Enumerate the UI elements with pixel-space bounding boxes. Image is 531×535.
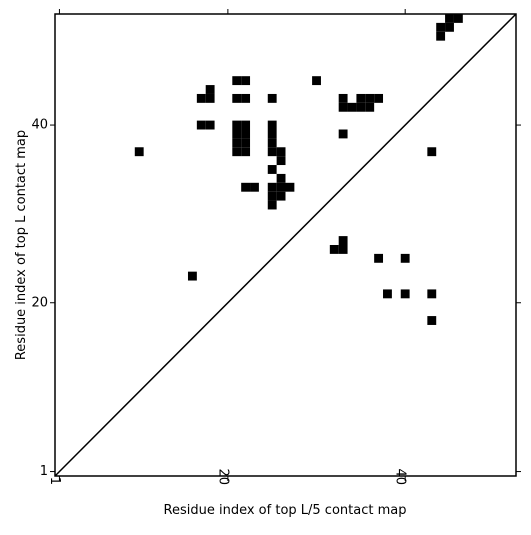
contact-cell <box>267 93 277 103</box>
contact-cell <box>267 165 277 174</box>
contact-cell <box>241 147 251 157</box>
contact-cell <box>267 129 277 139</box>
contact-cell <box>196 93 206 103</box>
contact-cell <box>267 191 277 201</box>
contact-cell <box>365 93 375 103</box>
contact-cell <box>267 182 277 192</box>
contact-cell <box>453 14 463 23</box>
contact-cell <box>427 316 437 325</box>
contact-cell <box>205 85 215 94</box>
contact-cell <box>383 289 392 299</box>
contact-cell <box>241 76 251 86</box>
contact-cell <box>134 147 144 157</box>
plot-frame <box>54 13 517 477</box>
contact-cell <box>232 93 242 103</box>
contact-cell <box>232 129 242 139</box>
contact-cell <box>241 129 251 139</box>
contact-cell <box>267 200 277 210</box>
contact-cell <box>338 236 348 245</box>
x-axis-label: Residue index of top L/5 contact map <box>164 503 407 518</box>
contact-cell <box>241 138 251 148</box>
contact-cell <box>365 102 375 112</box>
contact-cell <box>285 182 295 192</box>
x-tick-label: 1 <box>47 477 62 485</box>
contact-cell <box>276 182 286 192</box>
contact-cell <box>427 147 437 157</box>
contact-cell <box>338 245 348 254</box>
contact-cell <box>374 253 384 263</box>
contact-cell <box>276 156 286 166</box>
contact-cell <box>445 22 454 32</box>
contact-cell <box>205 93 215 103</box>
contact-cell <box>232 147 242 157</box>
y-tick-label: 40 <box>31 118 48 133</box>
contact-cell <box>267 120 277 130</box>
contact-cell <box>276 147 286 157</box>
contact-cell <box>241 93 251 103</box>
contact-cell <box>436 31 446 41</box>
contact-cell <box>276 191 286 201</box>
contact-cell <box>374 93 384 103</box>
contact-cell <box>250 182 259 192</box>
contact-cell <box>232 138 242 148</box>
x-tick-label: 20 <box>215 468 230 485</box>
contact-cell <box>338 129 348 139</box>
y-tick-label: 1 <box>40 464 48 479</box>
x-tick-label: 40 <box>393 468 408 485</box>
contact-cell <box>356 93 366 103</box>
contact-cell <box>196 120 206 130</box>
contact-cell <box>338 93 348 103</box>
contact-cell <box>241 182 251 192</box>
contact-cell <box>267 147 277 157</box>
contact-cell <box>232 120 242 130</box>
contact-cell <box>400 289 410 299</box>
contact-cell <box>312 76 321 86</box>
y-axis-label: Residue index of top L contact map <box>14 130 29 360</box>
contact-cell <box>241 120 251 130</box>
y-tick-label: 20 <box>31 295 48 310</box>
contact-cell <box>427 289 437 299</box>
contact-cell <box>232 76 242 86</box>
contact-cell <box>356 102 366 112</box>
contact-cell <box>338 102 348 112</box>
contact-cell <box>205 120 215 130</box>
contact-cell <box>276 173 286 183</box>
contact-cell <box>187 271 197 281</box>
contact-cell <box>267 138 277 148</box>
contact-cell <box>347 102 357 112</box>
contact-cell <box>329 245 339 254</box>
diagonal-line <box>54 13 517 477</box>
contact-cell <box>436 22 446 32</box>
contact-cell <box>400 253 410 263</box>
contact-cell <box>445 14 454 23</box>
